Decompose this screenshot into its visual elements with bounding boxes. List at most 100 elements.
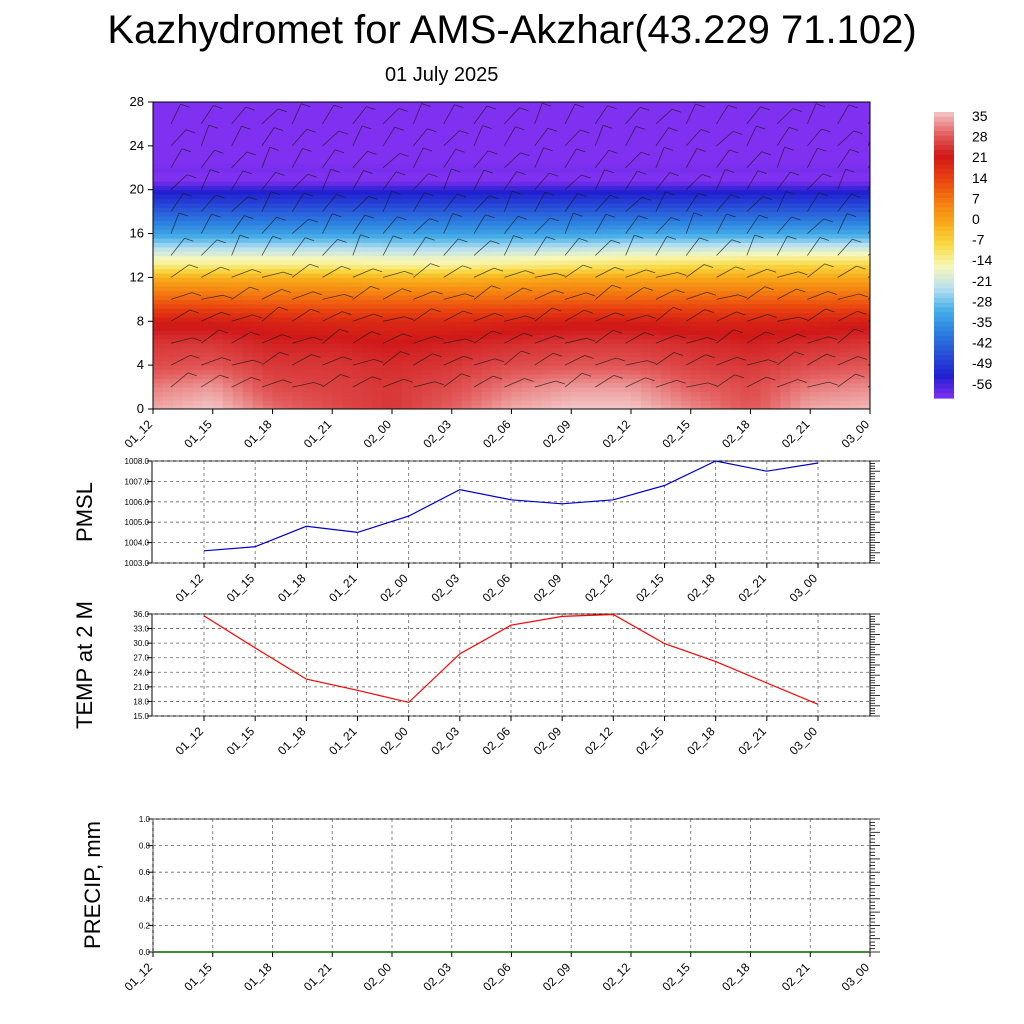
heatmap-cell [720,154,732,160]
heatmap-cell [511,347,523,353]
heatmap-cell [302,251,313,257]
heatmap-cell [541,400,552,406]
heatmap-cell [800,207,811,213]
heatmap-cell [810,220,821,226]
heatmap-cell [461,356,473,362]
heatmap-cell [461,132,473,138]
heatmap-cell [850,106,861,112]
heatmap-cell [332,343,343,349]
heatmap-cell [352,141,363,147]
heatmap-cell [332,154,343,160]
heatmap-cell [790,308,801,314]
heatmap-cell [372,299,383,305]
heatmap-cell [521,373,533,379]
heatmap-cell [750,382,762,388]
heatmap-cell [372,194,383,200]
heatmap-cell [660,137,672,143]
heatmap-cell [800,268,811,274]
heatmap-cell [650,347,662,353]
heatmap-cell [770,373,781,379]
heatmap-cell [750,286,762,292]
heatmap-cell [392,365,403,371]
heatmap-cell [601,373,612,379]
heatmap-cell [242,312,254,318]
heatmap-cell [441,246,453,252]
heatmap-cell [162,378,174,384]
heatmap-cell [401,347,413,353]
heatmap-cell [212,281,224,287]
heatmap-cell [670,194,682,200]
heatmap-cell [292,308,303,314]
heatmap-cell [342,189,353,195]
heatmap-cell [451,404,463,409]
heatmap-cell [511,110,523,116]
heatmap-cell [441,211,453,217]
heatmap-cell [342,330,353,336]
heatmap-cell [511,360,523,366]
heatmap-cell [372,102,383,107]
heatmap-cell [372,211,383,217]
heatmap-cell [372,119,383,125]
heatmap-cell [222,163,234,169]
heatmap-cell [392,211,403,217]
heatmap-cell [571,159,582,164]
heatmap-cell [680,400,692,406]
heatmap-cell [232,119,244,125]
heatmap-cell [192,343,204,349]
heatmap-cell [611,141,622,147]
heatmap-cell [362,211,373,217]
heatmap-cell [481,123,493,129]
heatmap-cell [840,338,851,344]
heatmap-cell [621,343,632,349]
heatmap-cell [392,145,403,151]
heatmap-cell [491,189,503,195]
heatmap-cell [690,167,702,173]
heatmap-cell [322,299,333,305]
heatmap-cell [660,176,672,182]
heatmap-cell [601,395,612,401]
heatmap-cell [312,321,323,327]
heatmap-cell [521,180,533,186]
heatmap-cell [551,264,562,270]
heatmap-cell [631,194,642,200]
heatmap-cell [640,220,652,226]
heatmap-cell [461,216,473,222]
heatmap-cell [800,351,811,357]
heatmap-cell [411,216,423,222]
heatmap-cell [770,137,781,143]
heatmap-cell [441,347,453,353]
heatmap-cell [192,334,204,340]
heatmap-cell [720,273,732,279]
heatmap-cell [401,198,413,204]
heatmap-cell [202,150,214,156]
heatmap-cell [850,255,861,261]
heatmap-cell [262,233,274,239]
heatmap-cell [850,378,861,384]
heatmap-cell [421,194,433,200]
heatmap-cell [690,290,702,296]
heatmap-cell [441,163,453,169]
heatmap-cell [302,163,313,169]
heatmap-cell [840,110,851,116]
heatmap-cell [840,395,851,401]
heatmap-cell [561,137,572,143]
heatmap-cell [441,308,453,314]
heatmap-cell [451,102,463,107]
heatmap-cell [252,351,264,357]
heatmap-cell [153,264,164,270]
heatmap-cell [352,159,363,164]
heatmap-cell [232,251,244,257]
heatmap-cell [670,356,682,362]
heatmap-cell [730,294,742,300]
heatmap-cell [282,150,294,156]
heatmap-cell [401,172,413,178]
heatmap-cell [322,343,333,349]
heatmap-cell [631,268,642,274]
heatmap-cell [411,150,423,156]
heatmap-cell [670,123,682,129]
heatmap-cell [332,128,343,134]
heatmap-cell [262,123,274,129]
heatmap-cell [750,106,762,112]
heatmap-cell [252,378,264,384]
heatmap-cell [810,119,821,125]
